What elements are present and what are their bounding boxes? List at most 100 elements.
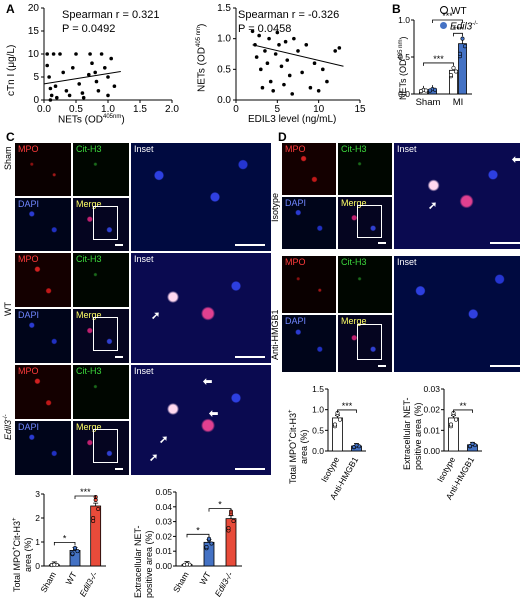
scatter1-point: [112, 84, 117, 88]
c-sham-dapi-image: DAPI: [15, 198, 71, 251]
b-sig-bracket: [432, 19, 463, 23]
b-ytick-label: 1.0: [398, 15, 410, 25]
scatter2-point: [333, 49, 338, 53]
b-dot: [460, 36, 465, 41]
scatter1-point: [106, 93, 110, 98]
b-sig-bracket: [423, 62, 454, 66]
scatter1-point: [103, 66, 107, 70]
panel-label-d: D: [278, 130, 287, 144]
arrow-icon: ➚: [428, 200, 438, 212]
b-dot: [427, 88, 432, 93]
b-xcat-label: Sham: [416, 97, 441, 108]
scatter2-ytick-label: 1.5: [217, 3, 231, 14]
scatter1-point: [109, 56, 113, 61]
c1-sig-label: ***: [80, 487, 91, 497]
d2-ytick-label: 0.02: [423, 405, 440, 415]
c1-xcat-label: Edil3-/-: [77, 570, 99, 598]
d-anti-hmgb1-merge-image: Merge: [338, 315, 392, 372]
arrow-icon: ➚: [159, 434, 169, 446]
c-sham-inset-image: Inset: [131, 143, 271, 251]
scatter1-point: [51, 52, 56, 56]
scatter1-point: [74, 52, 78, 56]
d-isotype-cith3-image-label: Cit-H3: [341, 144, 367, 154]
scale-bar: [235, 468, 265, 470]
scatter2-point: [321, 67, 325, 72]
b-ytick-label: 0.0: [398, 89, 410, 99]
c2-ytick-label: 0.01: [155, 546, 172, 556]
c-wt-mpo-image: MPO: [15, 253, 71, 307]
scatter1-point: [55, 95, 59, 100]
d1-dot: [332, 422, 337, 427]
scale-bar: [235, 244, 265, 246]
c2-ytick-label: 0.05: [155, 487, 172, 497]
scatter1-point: [67, 93, 72, 98]
scatter2-point: [304, 43, 309, 47]
scatter1-point: [90, 61, 94, 65]
d-anti-hmgb1-dapi-image-label: DAPI: [285, 316, 307, 326]
arrow-icon: ⬅: [209, 408, 219, 420]
scatter2-point: [312, 61, 317, 65]
row-label-wt: WT: [3, 302, 13, 316]
c-sham-merge-image: Merge: [73, 198, 129, 251]
c-edil3-merge-image: Merge: [73, 421, 129, 475]
b-ytick-label: 0.5: [398, 52, 410, 62]
c-sham-cith3-image: Cit-H3: [73, 143, 129, 196]
c2-ytick-label: 0.04: [155, 502, 172, 512]
scale-bar: [235, 356, 265, 358]
d2-ytick-label: 0.01: [423, 425, 440, 435]
c-edil3-cith3-image: Cit-H3: [73, 365, 129, 419]
inset-region-box: [356, 323, 382, 360]
scatter1-point: [88, 52, 92, 56]
c1-sig-label: *: [63, 533, 67, 543]
scatter1-point: [94, 79, 99, 84]
b-dot: [463, 44, 468, 49]
scatter2-ylabel: NETs (OD405 nm): [196, 23, 208, 92]
d-isotype-dapi-image-label: DAPI: [285, 198, 307, 208]
scatter1-point: [58, 52, 62, 56]
c1-ytick-label: 2: [35, 513, 40, 523]
scatter1-stat-r: Spearman r = 0.321: [62, 9, 160, 21]
scatter1-xtick-label: 0.5: [69, 104, 83, 115]
c-wt-dapi-image: DAPI: [15, 309, 71, 363]
scale-bar: [115, 244, 123, 246]
scatter2-point: [292, 36, 296, 41]
scatter1-point: [81, 95, 86, 100]
d2-dot: [470, 441, 475, 446]
scatter2-point: [296, 49, 300, 53]
b-dot: [432, 87, 437, 92]
scale-bar: [378, 365, 386, 367]
d-anti-hmgb1-dapi-image: DAPI: [282, 315, 336, 372]
c-edil3-inset-image: Inset ⬅ ⬅ ➚ ➚: [131, 365, 271, 475]
scatter1-point: [45, 52, 49, 56]
d-isotype-mpo-image: MPO: [282, 143, 336, 195]
d1-dot: [354, 443, 359, 448]
scatter1-point: [77, 82, 81, 86]
c-wt-inset-image-label: Inset: [134, 254, 154, 264]
inset-region-box: [92, 429, 119, 464]
c1-ytick-label: 3: [35, 489, 40, 499]
scatter1-point: [48, 98, 53, 102]
c1-xcat-label: Sham: [38, 570, 58, 594]
c2-bar: [203, 541, 215, 567]
scatter2-stats: Spearman r = -0.326 P = 0.0458: [238, 8, 339, 36]
d1-dot: [337, 417, 342, 422]
d-anti-hmgb1-cith3-image-label: Cit-H3: [341, 257, 367, 267]
scatter2-point: [275, 30, 280, 35]
b-xcat-label: MI: [453, 97, 464, 108]
scatter2-point: [250, 29, 255, 34]
scatter1-stats: Spearman r = 0.321 P = 0.0492: [62, 8, 160, 36]
c-wt-mpo-image-label: MPO: [18, 254, 39, 264]
scatter2-xtick-label: 15: [354, 104, 366, 115]
legend-edil3: Edil3-/-: [440, 18, 478, 33]
scatter2-xtick-label: 10: [313, 104, 325, 115]
c-sham-dapi-image-label: DAPI: [18, 199, 40, 209]
panel-b-legend: WT Edil3-/-: [440, 6, 478, 33]
d-chart2-ylabel: Extracellular NET- positive area (%): [402, 397, 423, 470]
scale-bar: [490, 242, 520, 244]
scatter2-point: [337, 46, 342, 50]
scatter2-xtick-label: 5: [275, 104, 281, 115]
arrow-icon: ➚: [151, 310, 161, 322]
scatter1-point: [49, 93, 54, 98]
scatter1-ytick-label: 15: [28, 26, 40, 37]
